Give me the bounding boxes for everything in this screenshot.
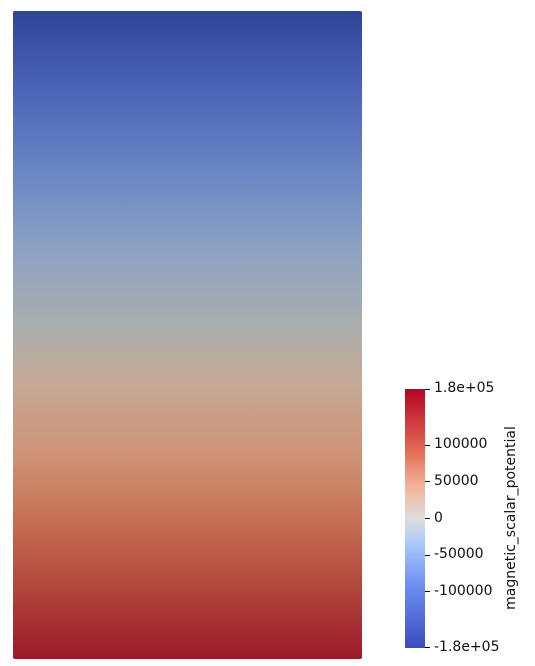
colorbar-label-min: -1.8e+05	[434, 639, 500, 655]
colorbar-label-50000: 50000	[434, 473, 479, 489]
colorbar-label-minus-100000: -100000	[434, 583, 493, 599]
colorbar-tick-minus-50000	[425, 555, 430, 556]
colorbar-tick-minus-100000	[425, 591, 430, 592]
colorbar-tick-min	[425, 647, 430, 648]
colorbar-label-100000: 100000	[434, 436, 488, 452]
colorbar-label-0: 0	[434, 510, 443, 526]
colorbar-tick-max	[425, 389, 430, 390]
colorbar-label-max: 1.8e+05	[434, 380, 495, 396]
colorbar-tick-0	[425, 518, 430, 519]
colorbar	[405, 389, 425, 648]
colorbar-tick-50000	[425, 481, 430, 482]
colorbar-label-minus-50000: -50000	[434, 546, 484, 562]
colorbar-tick-100000	[425, 445, 430, 446]
scalar-field-rendering	[13, 11, 362, 659]
colorbar-title: magnetic_scalar_potential	[503, 426, 519, 610]
